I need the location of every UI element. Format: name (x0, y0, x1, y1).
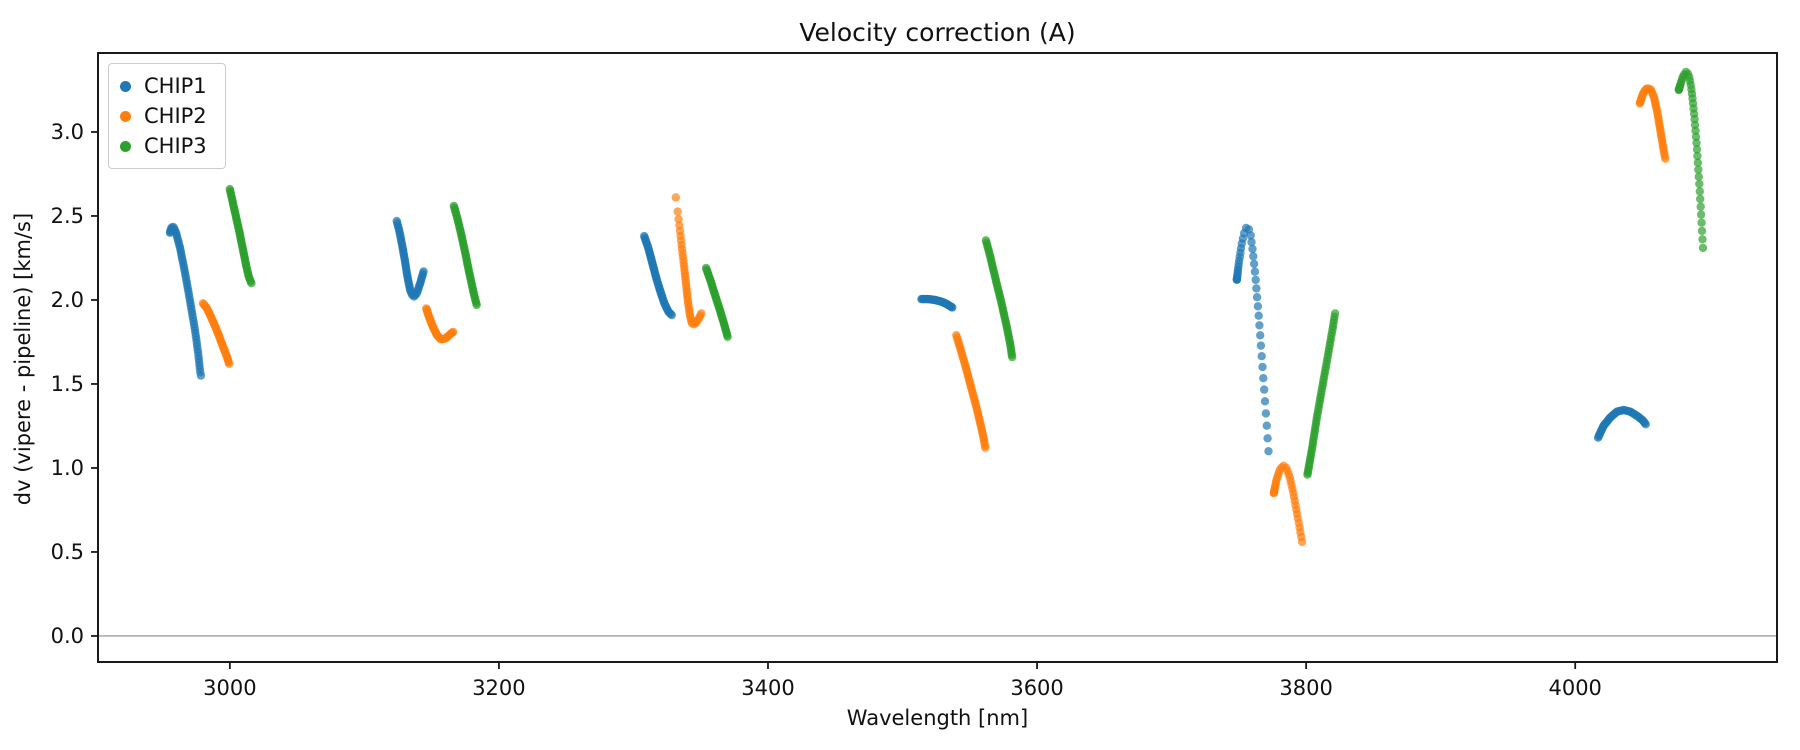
y-tick-label: 0.0 (51, 624, 84, 648)
x-axis-label: Wavelength [nm] (846, 706, 1029, 730)
data-point (673, 207, 682, 216)
data-point (1693, 158, 1703, 167)
data-point (1251, 275, 1260, 285)
data-point (1263, 434, 1272, 443)
series-chip2 (198, 84, 1670, 547)
chip2-marker-icon (120, 110, 131, 122)
data-point (1260, 397, 1270, 406)
data-point (1257, 352, 1266, 361)
legend-label-chip2: CHIP2 (144, 104, 207, 128)
data-point (1692, 145, 1702, 154)
data-point (1262, 421, 1272, 430)
data-point (948, 303, 957, 312)
x-tick-label: 3400 (741, 676, 794, 700)
y-axis-label: dv (vipere - pipeline) [km/s] (11, 212, 35, 506)
data-point (1249, 259, 1259, 269)
data-point (247, 279, 256, 288)
chart-title: Velocity correction (A) (799, 18, 1076, 47)
data-point (1696, 194, 1705, 204)
data-point (1254, 311, 1263, 320)
data-point (1261, 409, 1271, 418)
axes-frame (97, 52, 1778, 663)
data-point (1661, 154, 1670, 163)
data-point (1260, 385, 1269, 394)
chip3-marker-icon (120, 140, 131, 152)
x-axis-ticks: 3000 3200 3400 3600 3800 4000 (203, 662, 1602, 700)
legend-item-chip1: CHIP1 (120, 71, 207, 101)
x-tick-label: 3800 (1279, 676, 1332, 700)
data-point (225, 359, 234, 368)
data-point (1693, 151, 1702, 161)
data-point (449, 327, 458, 337)
data-point (1697, 218, 1706, 227)
y-tick-label: 0.5 (51, 540, 84, 564)
legend-label-chip3: CHIP3 (144, 134, 207, 158)
data-point (1259, 374, 1268, 383)
data-point (1330, 309, 1340, 318)
data-point (1692, 138, 1701, 148)
y-tick-label: 1.0 (51, 456, 84, 480)
data-point (1258, 362, 1267, 372)
series-chip1 (165, 216, 1651, 456)
data-point (419, 267, 428, 276)
data-point (196, 371, 206, 380)
data-point (1264, 447, 1273, 456)
data-point (1691, 132, 1701, 141)
data-point (723, 332, 732, 342)
y-tick-label: 1.5 (51, 372, 84, 396)
y-axis-ticks: 0.0 0.5 1.0 1.5 2.0 2.5 3.0 (51, 120, 98, 648)
data-point (1697, 226, 1707, 236)
legend: CHIP1 CHIP2 CHIP3 (108, 63, 226, 169)
data-point (1248, 244, 1257, 254)
data-point (1698, 235, 1707, 244)
x-tick-label: 3000 (203, 676, 256, 700)
data-point (1247, 237, 1256, 247)
x-tick-label: 3200 (472, 676, 525, 700)
data-point (981, 443, 990, 452)
data-point (1696, 202, 1705, 211)
legend-item-chip3: CHIP3 (120, 131, 207, 161)
data-point (1252, 284, 1261, 293)
data-point (1297, 537, 1307, 547)
data-point (697, 309, 706, 318)
data-point (1694, 165, 1703, 174)
data-point (1256, 331, 1265, 340)
data-point (1256, 341, 1266, 350)
x-tick-label: 3600 (1010, 676, 1063, 700)
data-point (1253, 302, 1263, 311)
data-point (1246, 231, 1255, 240)
data-point (1008, 352, 1017, 362)
data-point (671, 193, 680, 202)
y-tick-label: 2.5 (51, 204, 84, 228)
legend-item-chip2: CHIP2 (120, 101, 207, 131)
data-point (1695, 179, 1704, 189)
data-point (1698, 243, 1708, 253)
x-tick-label: 4000 (1548, 676, 1601, 700)
data-point (1694, 172, 1704, 181)
data-point (1696, 210, 1706, 219)
chip1-marker-icon (120, 80, 131, 92)
data-point (1695, 187, 1705, 196)
data-point (1641, 420, 1651, 429)
data-point (1249, 252, 1258, 261)
data-point (1691, 126, 1700, 135)
legend-label-chip1: CHIP1 (144, 74, 207, 98)
data-point (667, 310, 676, 320)
data-point (1255, 321, 1264, 330)
data-point (1252, 293, 1262, 302)
series-chip3 (225, 67, 1708, 479)
y-tick-label: 3.0 (51, 120, 84, 144)
data-point (1250, 267, 1260, 276)
y-tick-label: 2.0 (51, 288, 84, 312)
data-point (472, 300, 481, 310)
data-point (674, 215, 683, 224)
